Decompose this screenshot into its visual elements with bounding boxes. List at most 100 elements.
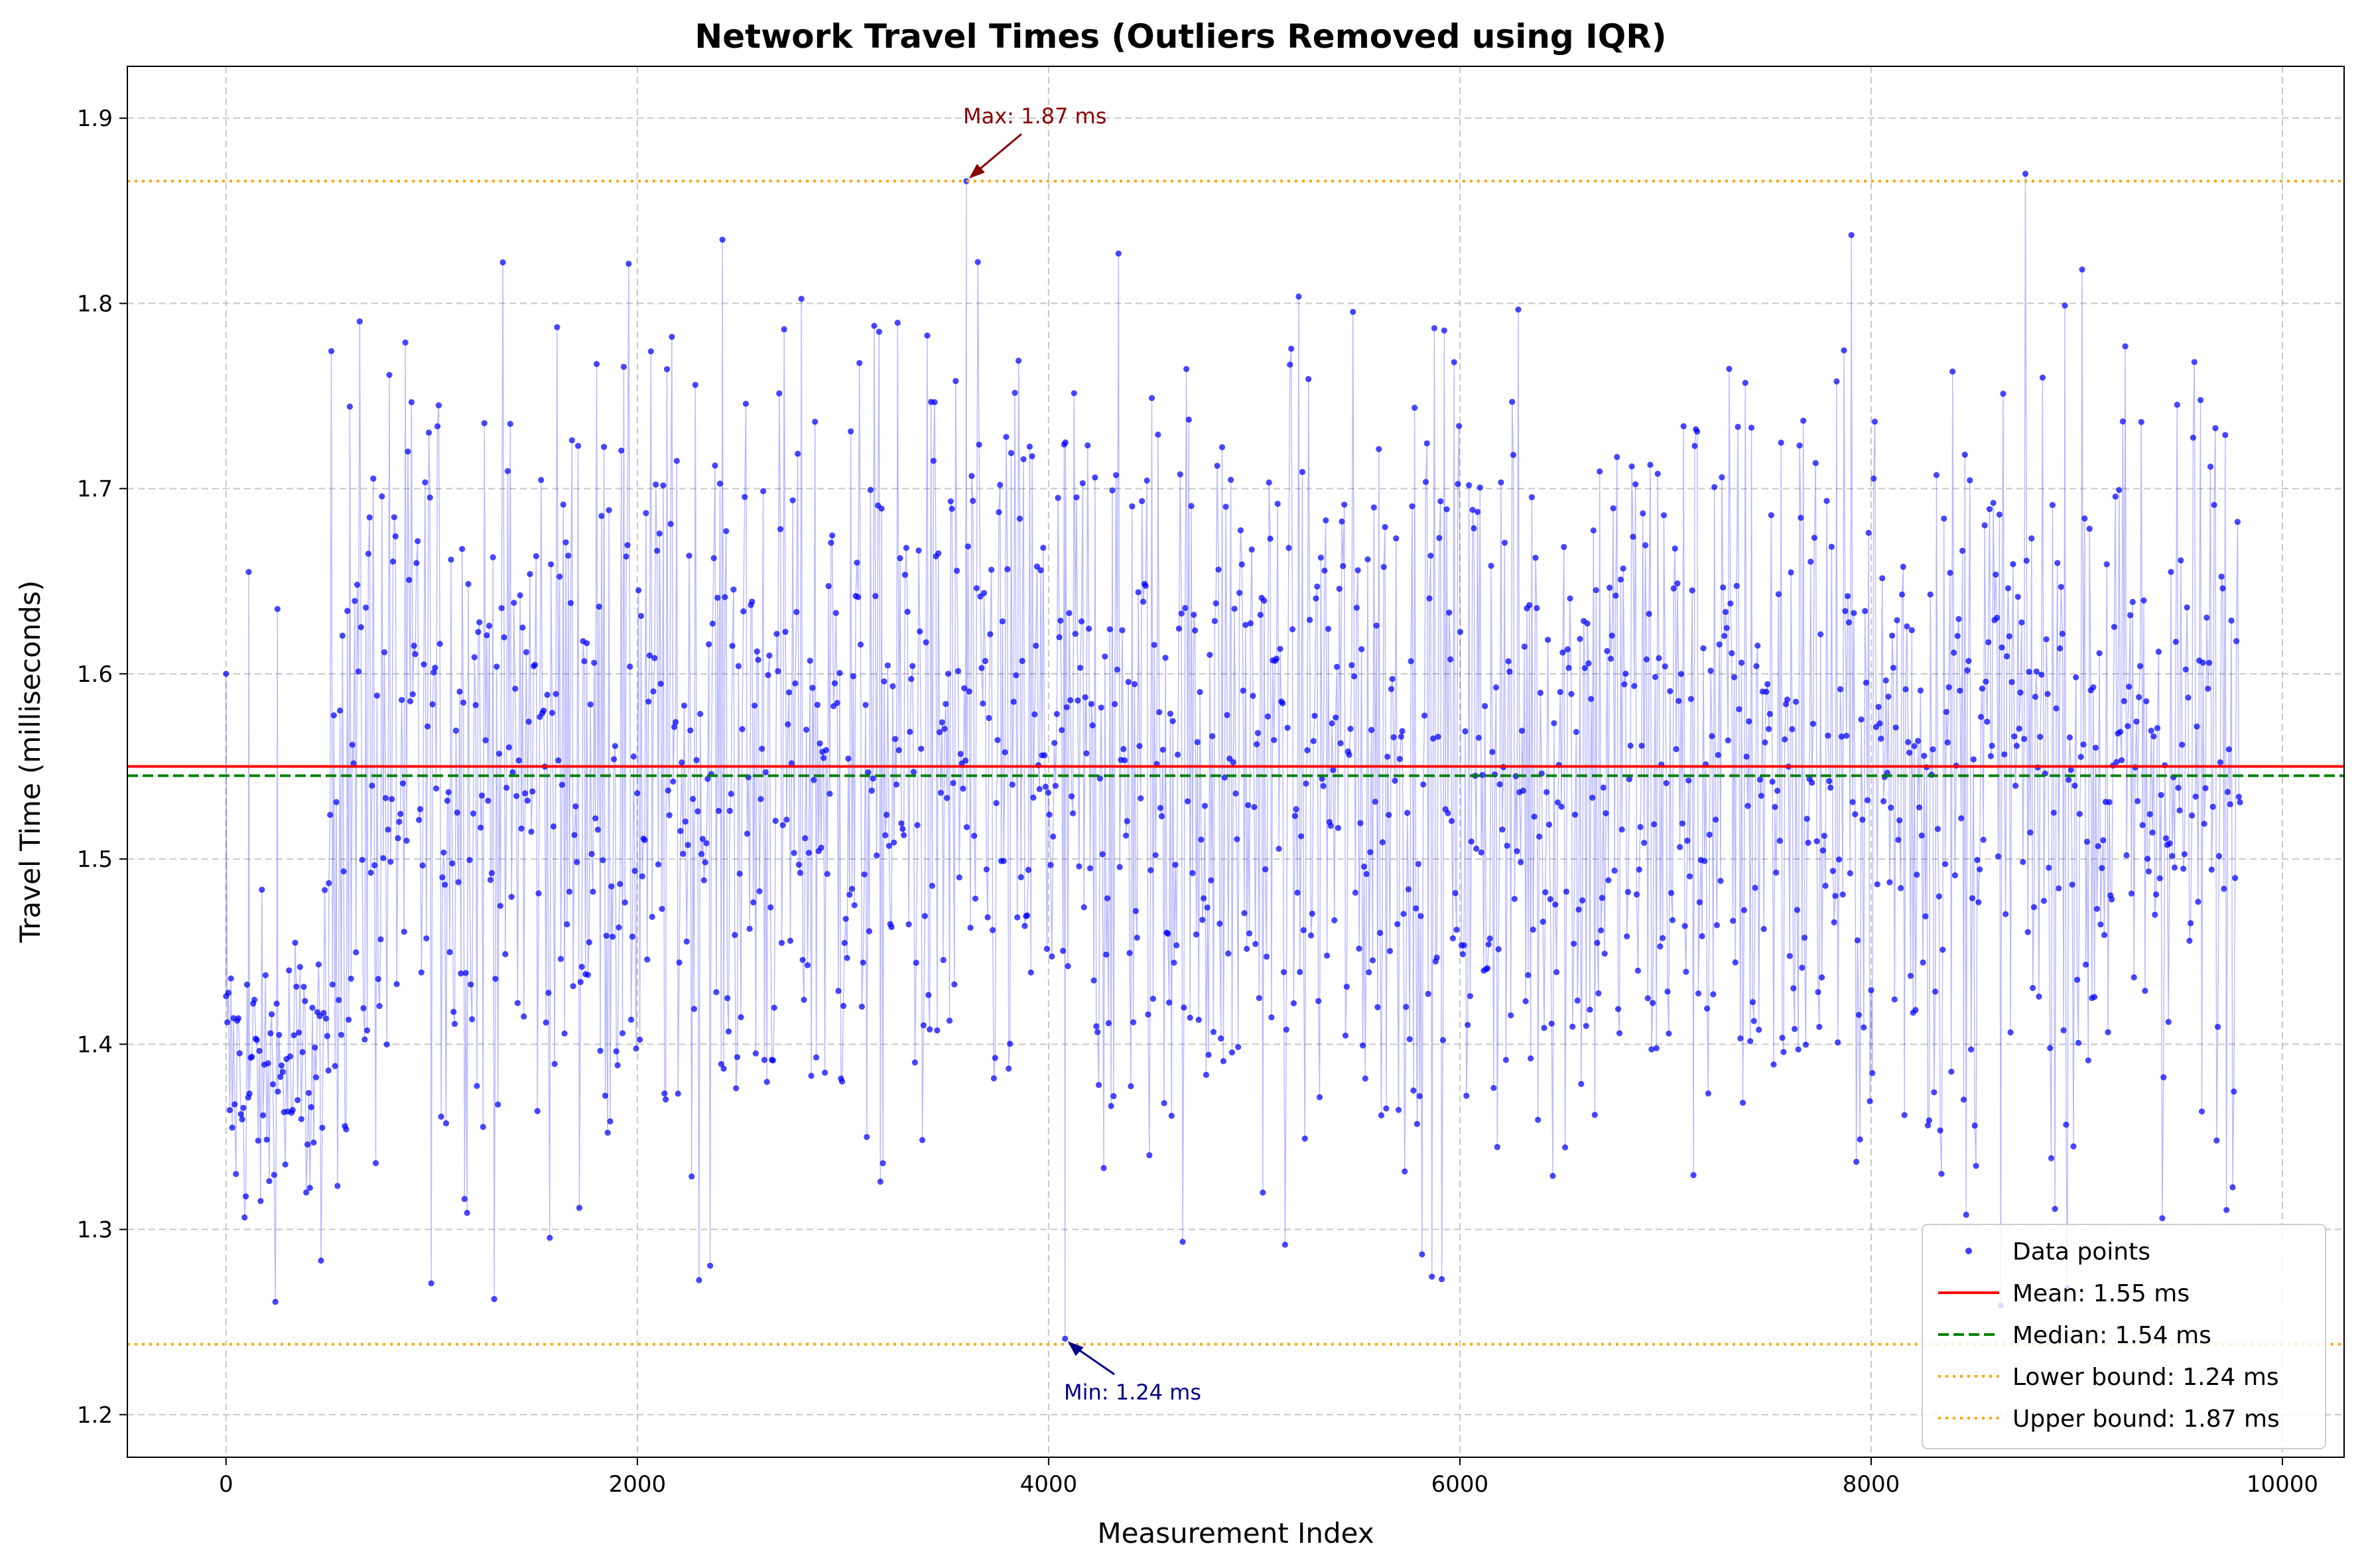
data-point: [2012, 783, 2019, 789]
data-point: [861, 871, 868, 878]
data-point: [411, 642, 417, 649]
data-point: [1514, 848, 1520, 854]
data-point: [889, 683, 896, 690]
data-point: [266, 1178, 273, 1185]
data-point: [1545, 821, 1553, 828]
data-point: [278, 1062, 285, 1069]
data-point: [907, 728, 913, 735]
data-point: [560, 501, 566, 508]
data-point: [1400, 911, 1407, 917]
data-point: [1181, 1004, 1187, 1011]
data-point: [576, 1205, 583, 1211]
data-point: [960, 785, 966, 792]
data-point: [824, 871, 830, 878]
data-point: [1768, 512, 1774, 519]
data-point: [265, 1060, 271, 1067]
data-point: [1783, 700, 1790, 708]
data-point: [1057, 618, 1064, 624]
data-point: [1453, 927, 1460, 933]
data-point: [372, 1160, 379, 1167]
data-point: [1511, 895, 1518, 902]
data-point: [2117, 728, 2124, 735]
data-point: [1901, 1112, 1908, 1118]
data-point: [1238, 561, 1245, 568]
data-point: [1067, 697, 1074, 704]
data-point: [2047, 1045, 2054, 1051]
legend-label: Median: 1.54 ms: [2012, 1322, 2211, 1349]
data-point: [1710, 991, 1717, 998]
data-point: [1462, 728, 1469, 735]
data-point: [598, 513, 605, 519]
data-point: [1548, 1020, 1555, 1027]
data-point: [343, 1126, 350, 1133]
data-point: [274, 606, 281, 612]
data-point: [957, 751, 964, 757]
data-point: [962, 757, 969, 764]
data-point: [746, 925, 753, 932]
data-point: [231, 1101, 238, 1108]
data-point: [1267, 535, 1274, 542]
data-point: [2198, 397, 2204, 403]
data-point: [1848, 231, 1855, 238]
data-point: [1156, 709, 1163, 716]
data-point: [1520, 787, 1526, 794]
data-point: [581, 658, 588, 665]
data-point: [1256, 995, 1262, 1002]
data-point: [1398, 734, 1404, 740]
data-point: [535, 890, 542, 897]
data-point: [905, 921, 912, 928]
data-point: [1800, 417, 1807, 424]
data-point: [363, 1027, 371, 1034]
data-point: [1567, 595, 1573, 602]
y-axis-label: Travel Time (milliseconds): [14, 580, 46, 943]
data-point: [785, 721, 791, 728]
data-point: [1496, 781, 1503, 788]
data-point: [1569, 1023, 1576, 1030]
data-point: [1228, 1049, 1235, 1056]
data-point: [1782, 736, 1788, 743]
data-point: [1297, 968, 1303, 976]
data-point: [802, 835, 809, 842]
data-point: [1917, 687, 1924, 694]
data-point: [848, 428, 854, 435]
data-point: [1967, 477, 1973, 484]
data-point: [1630, 533, 1636, 540]
data-point: [1668, 889, 1675, 896]
data-point: [1399, 728, 1406, 734]
data-point: [1280, 700, 1286, 706]
data-point: [226, 1107, 233, 1114]
data-point: [2211, 501, 2217, 508]
data-point: [1499, 826, 1506, 833]
data-point: [923, 639, 929, 646]
data-point: [939, 719, 945, 726]
data-point: [306, 1185, 313, 1191]
data-point: [769, 1057, 777, 1064]
data-point: [515, 757, 522, 764]
data-point: [880, 1160, 886, 1167]
data-point: [2166, 840, 2173, 847]
legend-label: Mean: 1.55 ms: [2012, 1280, 2190, 1307]
data-point: [1062, 439, 1069, 446]
data-point: [358, 624, 364, 631]
data-point: [1314, 583, 1321, 590]
data-point: [458, 970, 464, 977]
data-point: [1014, 914, 1021, 921]
data-point: [1839, 891, 1846, 898]
data-point: [2100, 837, 2107, 844]
data-point: [1149, 996, 1156, 1002]
data-point: [1271, 737, 1278, 744]
data-point: [1031, 711, 1038, 718]
data-point: [332, 1063, 338, 1069]
data-point: [1207, 651, 1213, 658]
data-point: [1184, 798, 1191, 805]
data-point: [1788, 569, 1794, 576]
data-point: [435, 402, 442, 409]
data-point: [1115, 250, 1122, 257]
data-point: [600, 857, 606, 864]
data-point: [707, 1262, 714, 1269]
data-point: [241, 1214, 248, 1221]
data-point: [2184, 604, 2190, 611]
data-point: [2059, 630, 2066, 637]
data-point: [892, 736, 899, 742]
data-point: [1778, 439, 1784, 446]
